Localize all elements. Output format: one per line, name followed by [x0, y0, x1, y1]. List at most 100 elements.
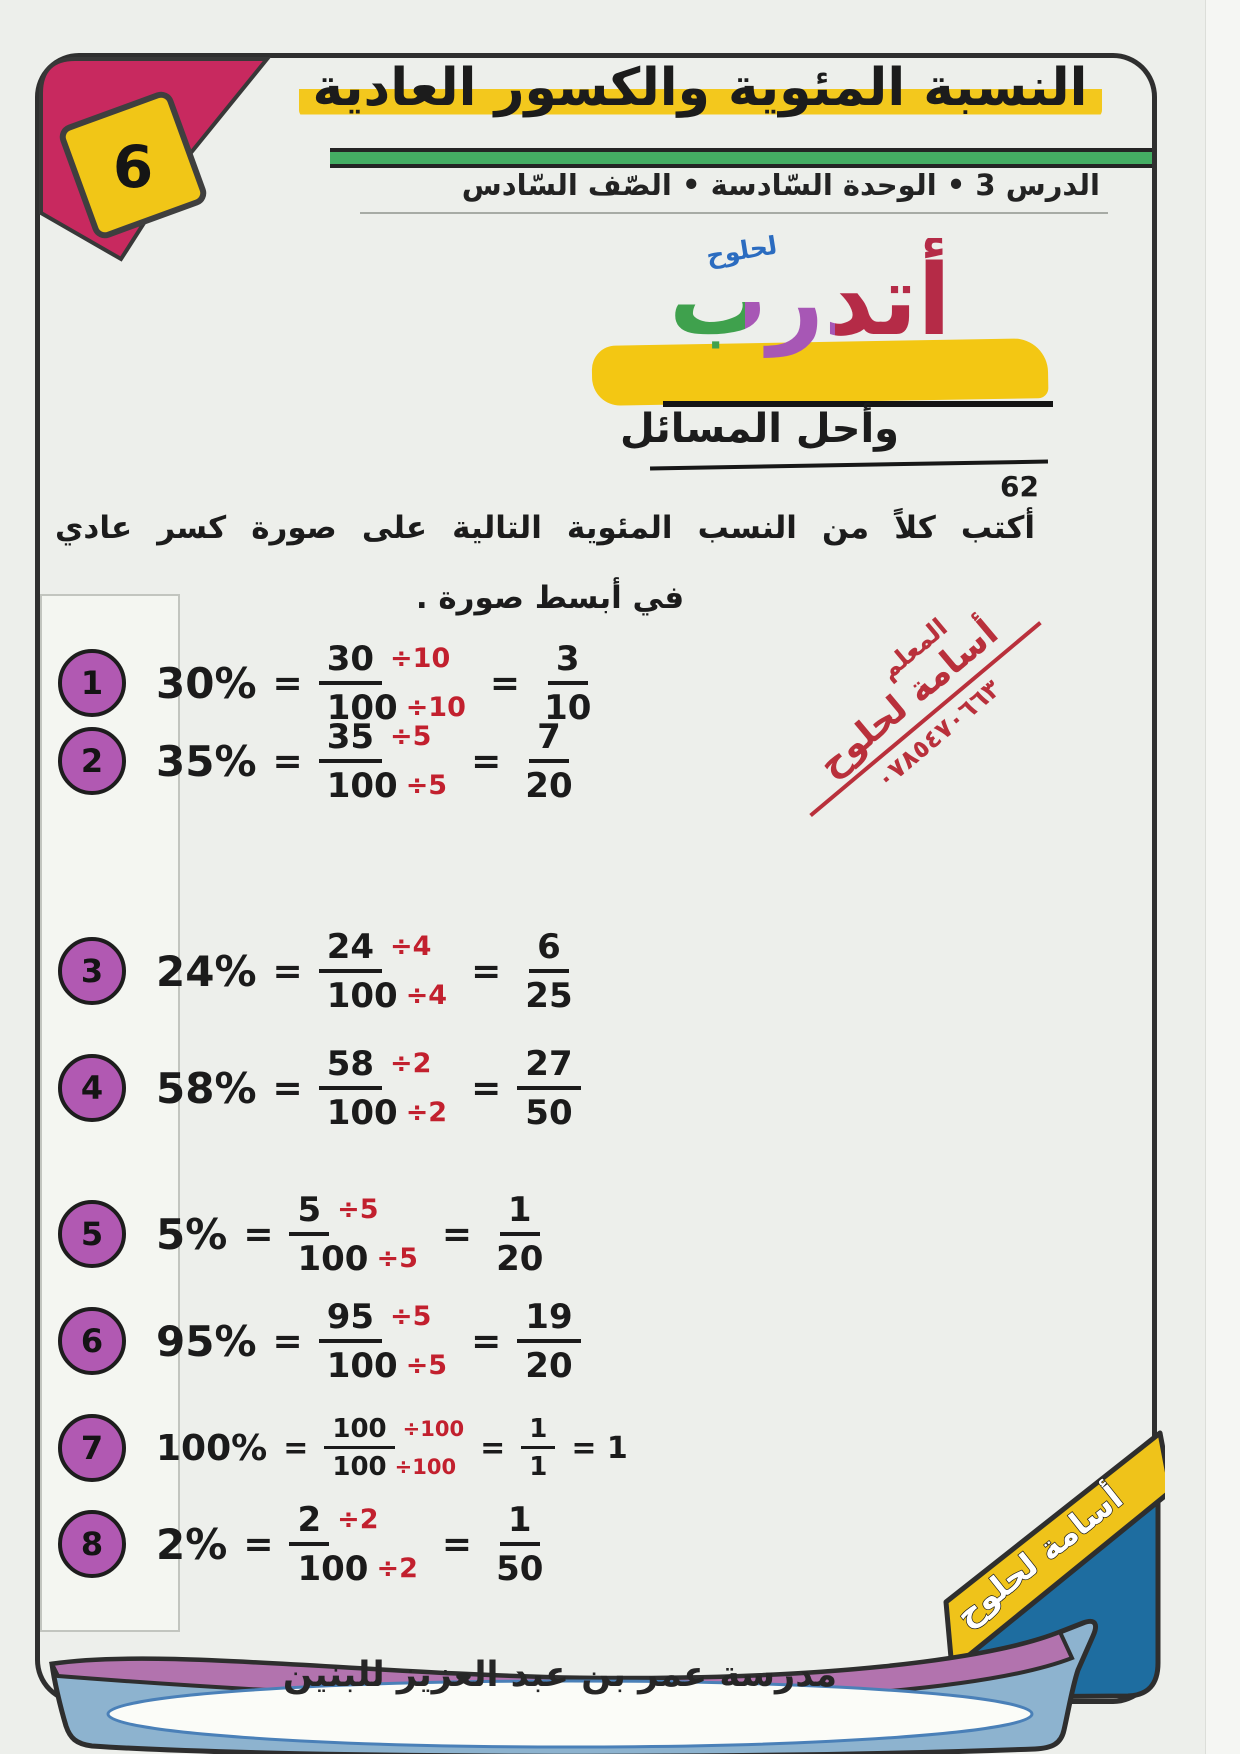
result-fraction: 19 20: [517, 1297, 581, 1386]
denominator-divisor-red: ÷100: [394, 1455, 457, 1479]
working-numerator: 35: [318, 717, 383, 763]
problem-equation: 30% = 30 ÷10 100 ÷10 = 3 10: [156, 639, 615, 728]
working-fraction: 5 ÷5 100 ÷5: [289, 1190, 425, 1279]
percent-value: 30%: [156, 658, 257, 708]
problem-number: 8: [80, 1525, 104, 1563]
percent-value: 95%: [156, 1316, 257, 1366]
denominator-divisor-red: ÷5: [405, 1350, 448, 1381]
result-fraction: 3 10: [536, 639, 599, 728]
result-denominator: 20: [525, 1345, 573, 1386]
working-denominator: 100: [326, 687, 398, 728]
result-numerator: 3: [547, 639, 588, 685]
equals-sign: =: [272, 740, 303, 782]
equals-sign: =: [441, 1523, 473, 1565]
problem-number-badge: 5: [58, 1200, 126, 1268]
equals-sign: =: [471, 1067, 502, 1109]
result-denominator: 10: [544, 687, 592, 728]
problem-number: 4: [80, 1069, 104, 1107]
problem-number-badge: 6: [58, 1307, 126, 1375]
working-fraction: 35 ÷5 100 ÷5: [318, 717, 455, 806]
result-numerator: 1: [499, 1190, 540, 1236]
working-denominator: 100: [332, 1452, 387, 1482]
result-denominator: 25: [525, 975, 573, 1016]
numerator-divisor-red: ÷2: [337, 1504, 379, 1535]
equals-sign: =: [272, 950, 303, 992]
denominator-divisor-red: ÷4: [405, 980, 448, 1011]
percent-value: 100%: [156, 1427, 268, 1469]
lesson-title: النسبة المئوية والكسور العادية: [250, 58, 1150, 118]
result-numerator: 27: [517, 1044, 581, 1090]
banner-cloud: [106, 1679, 1034, 1749]
problem-row: 4 58% = 58 ÷2 100 ÷2 = 27 50: [58, 1032, 597, 1144]
problem-number-badge: 8: [58, 1510, 126, 1578]
denominator-divisor-red: ÷10: [405, 692, 466, 723]
equals-sign: =: [471, 950, 502, 992]
corner-decoration-top-left: 6: [39, 57, 272, 262]
problem-number: 3: [80, 952, 104, 990]
problem-row: 1 30% = 30 ÷10 100 ÷10 = 3 10: [58, 627, 615, 739]
result-numerator: 7: [529, 717, 569, 763]
working-numerator: 100: [324, 1414, 395, 1449]
result-denominator: 50: [525, 1092, 573, 1133]
equals-sign: =: [441, 1213, 473, 1255]
result-numerator: 6: [529, 927, 569, 973]
equals-sign: =: [243, 1213, 274, 1255]
working-denominator: 100: [326, 1092, 398, 1133]
equals-sign: =: [272, 1067, 303, 1109]
practice-logo-word: أتدرب: [560, 238, 1060, 365]
problem-number: 2: [80, 742, 104, 780]
numerator-divisor-red: ÷10: [390, 643, 451, 674]
working-fraction: 30 ÷10 100 ÷10: [318, 639, 474, 728]
working-fraction: 2 ÷2 100 ÷2: [289, 1500, 425, 1589]
numerator-divisor-red: ÷5: [390, 1301, 432, 1332]
working-denominator: 100: [326, 765, 398, 806]
result-fraction: 27 50: [517, 1044, 581, 1133]
percent-value: 58%: [156, 1063, 257, 1113]
problem-number-badge: 2: [58, 727, 126, 795]
result-denominator: 1: [529, 1452, 548, 1482]
result-fraction: 1 20: [488, 1190, 551, 1279]
working-denominator: 100: [297, 1238, 369, 1279]
problem-row: 6 95% = 95 ÷5 100 ÷5 = 19 20: [58, 1285, 597, 1397]
problem-row: 7 100% = 100 ÷100 100 ÷100 = 1 1 = 1: [58, 1392, 628, 1504]
equals-sign: =: [243, 1523, 274, 1565]
working-numerator: 95: [318, 1297, 383, 1343]
school-banner: [48, 1618, 1098, 1754]
working-fraction: 100 ÷100 100 ÷100: [324, 1414, 464, 1482]
working-fraction: 95 ÷5 100 ÷5: [318, 1297, 455, 1386]
equals-sign: =: [471, 740, 502, 782]
equals-sign: =: [272, 662, 303, 704]
denominator-divisor-red: ÷2: [376, 1553, 418, 1584]
percent-value: 35%: [156, 736, 257, 786]
school-name: مدرسة عمر بن عبد العزيز للبنين: [282, 1655, 838, 1695]
extra-result: = 1: [571, 1430, 628, 1466]
problem-row: 3 24% = 24 ÷4 100 ÷4 = 6 25: [58, 915, 597, 1027]
working-numerator: 2: [289, 1500, 330, 1546]
numerator-divisor-red: ÷5: [337, 1194, 379, 1225]
equals-sign: =: [489, 662, 521, 704]
working-numerator: 5: [289, 1190, 330, 1236]
denominator-divisor-red: ÷2: [405, 1097, 448, 1128]
lesson-subtitle: الدرس 3 • الوحدة السّادسة • الصّف السّاد…: [461, 168, 1100, 202]
problem-equation: 35% = 35 ÷5 100 ÷5 = 7 20: [156, 717, 597, 806]
working-fraction: 24 ÷4 100 ÷4: [318, 927, 455, 1016]
problem-number: 1: [80, 664, 104, 702]
percent-value: 5%: [156, 1209, 228, 1259]
instruction-line-2: في أبسط صورة .: [415, 580, 685, 616]
yellow-diamond: [59, 91, 207, 239]
book-page-number: 62: [1000, 470, 1039, 503]
equals-sign: =: [480, 1430, 506, 1466]
numerator-divisor-red: ÷4: [390, 931, 432, 962]
logo-underline: [663, 401, 1053, 407]
problem-number: 5: [80, 1215, 104, 1253]
equals-sign: =: [471, 1320, 502, 1362]
problem-number-badge: 4: [58, 1054, 126, 1122]
result-denominator: 20: [525, 765, 573, 806]
title-underline-rule: [330, 148, 1152, 168]
denominator-divisor-red: ÷5: [405, 770, 448, 801]
problem-number-badge: 7: [58, 1414, 126, 1482]
problem-number: 7: [80, 1429, 104, 1467]
result-fraction: 7 20: [517, 717, 580, 806]
problem-equation: 24% = 24 ÷4 100 ÷4 = 6 25: [156, 927, 597, 1016]
